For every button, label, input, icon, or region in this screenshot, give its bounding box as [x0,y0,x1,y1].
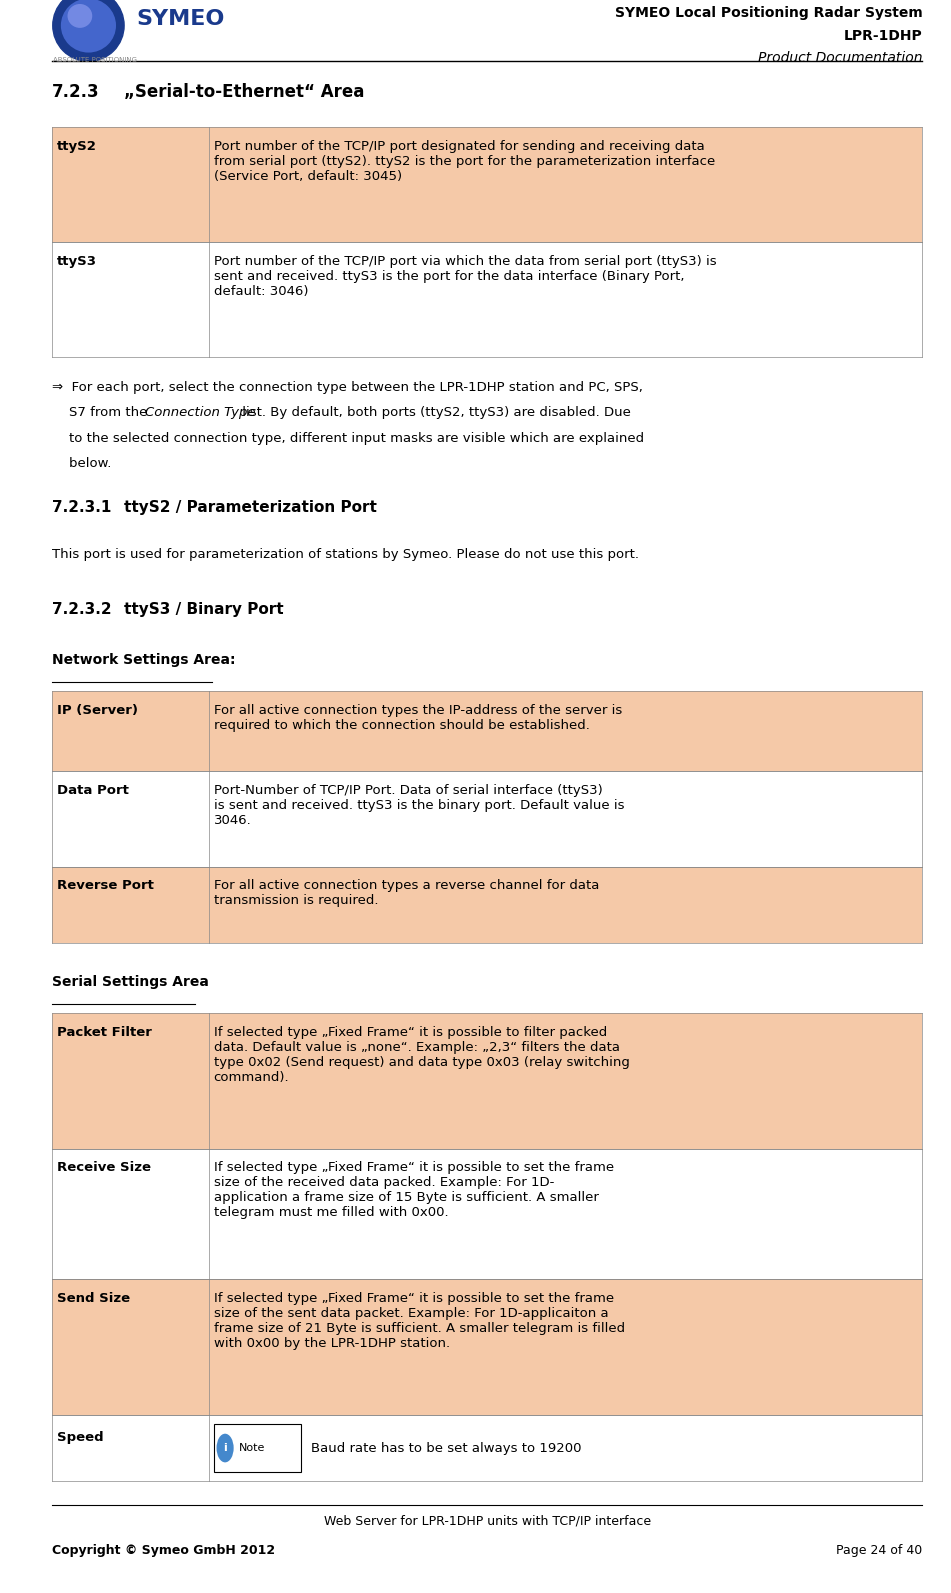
Text: IP (Server): IP (Server) [57,704,138,717]
Bar [52,242,922,357]
Bar [52,691,922,771]
Text: SYMEO Local Positioning Radar System: SYMEO Local Positioning Radar System [614,6,922,21]
Text: ABSOLUTE POSITIONING: ABSOLUTE POSITIONING [53,57,137,64]
Text: Data Port: Data Port [57,784,129,796]
Bar [214,1424,301,1472]
Text: Send Size: Send Size [57,1292,130,1305]
Text: Port number of the TCP/IP port designated for sending and receiving data
from se: Port number of the TCP/IP port designate… [214,140,715,183]
Bar [52,1013,922,1149]
Bar [52,127,922,242]
Text: Page 24 of 40: Page 24 of 40 [836,1544,922,1556]
Text: Copyright © Symeo GmbH 2012: Copyright © Symeo GmbH 2012 [52,1544,276,1556]
Text: i: i [223,1443,227,1453]
Bar [52,771,922,867]
Text: For all active connection types the IP-address of the server is
required to whic: For all active connection types the IP-a… [214,704,622,733]
Bar [52,867,922,943]
Ellipse shape [52,0,124,61]
Text: „Serial-to-Ethernet“ Area: „Serial-to-Ethernet“ Area [124,83,364,100]
Text: Note: Note [239,1443,264,1453]
Text: Port number of the TCP/IP port via which the data from serial port (ttyS3) is
se: Port number of the TCP/IP port via which… [214,255,716,298]
Text: 7.2.3.2: 7.2.3.2 [52,602,112,616]
Text: ⇒  For each port, select the connection type between the LPR-1DHP station and PC: ⇒ For each port, select the connection t… [52,381,643,393]
Text: Product Documentation: Product Documentation [758,51,922,65]
Text: SYMEO: SYMEO [136,10,224,29]
Text: If selected type „Fixed Frame“ it is possible to set the frame
size of the recei: If selected type „Fixed Frame“ it is pos… [214,1161,613,1219]
Ellipse shape [61,0,116,53]
Text: LPR-1DHP: LPR-1DHP [844,29,922,43]
Text: Port-Number of TCP/IP Port. Data of serial interface (ttyS3)
is sent and receive: Port-Number of TCP/IP Port. Data of seri… [214,784,624,827]
Text: list. By default, both ports (ttyS2, ttyS3) are disabled. Due: list. By default, both ports (ttyS2, tty… [238,406,631,419]
Text: ttyS2 / Parameterization Port: ttyS2 / Parameterization Port [124,500,377,515]
Text: ttyS3: ttyS3 [57,255,97,268]
Text: S7 from the: S7 from the [52,406,152,419]
Text: below.: below. [52,457,111,470]
Text: This port is used for parameterization of stations by Symeo. Please do not use t: This port is used for parameterization o… [52,548,639,561]
Text: Reverse Port: Reverse Port [57,879,154,892]
Text: ttyS3 / Binary Port: ttyS3 / Binary Port [124,602,283,616]
Bar [52,1415,922,1481]
Text: Packet Filter: Packet Filter [57,1026,152,1039]
Ellipse shape [68,3,92,27]
Text: Serial Settings Area: Serial Settings Area [52,975,209,989]
Text: Connection Type: Connection Type [145,406,255,419]
Text: If selected type „Fixed Frame“ it is possible to set the frame
size of the sent : If selected type „Fixed Frame“ it is pos… [214,1292,625,1349]
Text: ttyS2: ttyS2 [57,140,97,153]
Text: Receive Size: Receive Size [57,1161,151,1174]
Circle shape [217,1434,234,1462]
Text: Baud rate has to be set always to 19200: Baud rate has to be set always to 19200 [311,1442,581,1454]
Text: Network Settings Area:: Network Settings Area: [52,653,236,667]
Text: Speed: Speed [57,1431,104,1443]
Text: to the selected connection type, different input masks are visible which are exp: to the selected connection type, differe… [52,432,645,444]
Text: 7.2.3.1: 7.2.3.1 [52,500,111,515]
Text: If selected type „Fixed Frame“ it is possible to filter packed
data. Default val: If selected type „Fixed Frame“ it is pos… [214,1026,630,1083]
Text: 7.2.3: 7.2.3 [52,83,100,100]
Text: For all active connection types a reverse channel for data
transmission is requi: For all active connection types a revers… [214,879,599,908]
Text: Web Server for LPR-1DHP units with TCP/IP interface: Web Server for LPR-1DHP units with TCP/I… [324,1515,650,1528]
Bar [52,1149,922,1279]
Bar [52,1279,922,1415]
